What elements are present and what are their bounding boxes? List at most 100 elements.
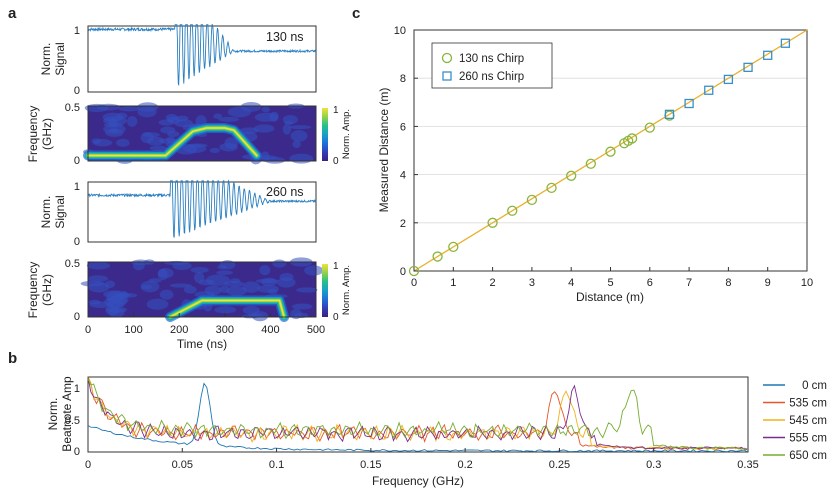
distance-legend-box — [431, 42, 553, 89]
spectrogram-noise — [304, 265, 324, 276]
signal-260-ytick-1: 1 — [74, 181, 80, 193]
distance-ylabel: Measured Distance (m) — [377, 88, 391, 213]
spectrogram-noise — [86, 261, 111, 270]
spectrogram-noise — [290, 308, 302, 320]
time-tick-label: 400 — [261, 324, 279, 336]
distance-markers — [408, 38, 791, 277]
distance-x-tick-label: 2 — [490, 277, 496, 289]
spectrogram-noise — [277, 277, 296, 288]
spectrogram-130-ytick-top: 0.5 — [65, 102, 80, 114]
marker-260ns — [704, 85, 714, 95]
distance-y-tick-label: 2 — [400, 218, 406, 230]
distance-x-tick-label: 4 — [568, 277, 574, 289]
spectrogram-noise — [108, 307, 125, 318]
signal-260-trace — [87, 179, 317, 238]
spectrogram-260-image — [80, 257, 324, 322]
signal-130-label: 130 ns — [266, 30, 304, 44]
distance-x-tick-label: 10 — [801, 277, 813, 289]
beatnote-tick-label: 0 — [85, 459, 91, 471]
spectrogram-noise — [226, 286, 247, 296]
panel-a: 130 ns 1 0 Norm. Signal 0.5 0 Frequency … — [26, 24, 352, 351]
colorbar-260-label: Norm. Amp. — [341, 265, 352, 315]
marker-130ns — [487, 217, 498, 228]
spectrogram-noise — [253, 124, 275, 133]
spectrogram-260-ylabel-1: Frequency — [26, 262, 40, 319]
distance-ticks: 0 1 2 3 4 5 6 7 8 9 10 0 2 4 6 8 10 — [394, 25, 813, 289]
spectrogram-noise — [251, 311, 269, 322]
panel-b: 0 0.05 0.1 0.15 0.2 0.25 0.3 0.35 1 0.5 0 Norm.… — [46, 376, 827, 488]
spectrogram-noise — [214, 306, 237, 314]
distance-x-tick-label: 0 — [411, 277, 417, 289]
spectrogram-noise — [292, 140, 301, 149]
signal-130-plot: 130 ns 1 0 Norm. Signal — [39, 24, 317, 97]
legend-260-label: 260 ns Chirp — [459, 71, 524, 83]
spectrogram-noise — [140, 280, 160, 293]
spectrogram-noise — [218, 116, 240, 122]
spectrogram-noise — [213, 113, 223, 119]
signal-260-ylabel-2: Signal — [53, 195, 67, 228]
spectrogram-noise — [204, 285, 222, 296]
spectrogram-260-ylabel-2: (GHz) — [40, 274, 54, 306]
spectrogram-ridge — [169, 299, 285, 318]
spectrogram-noise — [288, 125, 312, 130]
beatnote-tick-label: 0.35 — [737, 459, 758, 471]
spectrogram-260-plot: 0.5 0 Frequency (GHz) 1 0 Norm. Amp. — [26, 257, 352, 323]
beatnote-tick-label: 0.05 — [172, 459, 193, 471]
beatnote-axes — [87, 376, 749, 453]
beatnote-ytick-05: 0.5 — [65, 415, 80, 427]
signal-130-trace — [87, 24, 317, 86]
spectrogram-noise — [224, 137, 239, 149]
distance-x-tick-label: 9 — [765, 277, 771, 289]
time-axis-label: Time (ns) — [177, 337, 227, 351]
distance-x-tick-label: 7 — [686, 277, 692, 289]
distance-x-tick-label: 1 — [450, 277, 456, 289]
marker-130ns — [526, 194, 538, 206]
panel-label-a: a — [8, 5, 17, 22]
spectrogram-130-plot: 0.5 0 Frequency (GHz) 1 0 Norm. Amp. — [26, 101, 352, 167]
signal-130-ylabel-2: Signal — [53, 42, 67, 75]
distance-x-tick-label: 3 — [529, 277, 535, 289]
distance-y-tick-label: 6 — [400, 121, 406, 133]
legend-130-marker — [441, 52, 453, 64]
spectrogram-noise — [160, 126, 176, 134]
beatnote-line-545cm — [87, 376, 748, 451]
spectrogram-noise — [148, 278, 162, 283]
spectrogram-noise — [166, 136, 176, 144]
spectrogram-noise — [142, 132, 160, 138]
colorbar-130 — [322, 108, 328, 161]
beatnote-line-650cm — [87, 378, 748, 450]
time-axis: 0 100 200 300 400 500 — [85, 313, 325, 336]
beatnote-line-555cm — [87, 376, 748, 450]
beatnote-ylabel-1: Norm. — [46, 398, 60, 431]
spectrogram-noise — [104, 280, 116, 288]
spectrogram-noise — [103, 124, 126, 134]
beatnote-ylabel-2: Beatnote Amp — [60, 376, 74, 452]
spectrogram-noise — [239, 127, 259, 134]
spectrogram-noise — [96, 103, 121, 111]
signal-130-axes — [87, 25, 317, 93]
spectrogram-260-axes — [87, 261, 317, 318]
spectrogram-noise — [137, 102, 159, 112]
marker-130ns — [566, 170, 577, 181]
spectrogram-noise — [126, 115, 138, 127]
beatnote-legend-label: 545 cm — [789, 415, 827, 427]
beatnote-tick-label: 0.2 — [457, 459, 472, 471]
beatnote-tick-label: 0.1 — [269, 459, 284, 471]
spectrogram-noise — [261, 277, 278, 287]
spectrogram-noise — [120, 291, 129, 300]
spectrogram-noise — [172, 261, 192, 271]
spectrogram-noise — [242, 281, 261, 293]
spectrogram-noise — [169, 283, 193, 288]
spectrogram-noise — [116, 112, 128, 119]
marker-260ns — [684, 98, 694, 109]
time-tick-label: 500 — [307, 324, 325, 336]
distance-legend: 130 ns Chirp 260 ns Chirp — [431, 42, 553, 89]
spectrogram-noise — [190, 266, 209, 274]
beatnote-legend: 0 cm 535 cm 545 cm 555 cm 650 cm — [763, 380, 827, 462]
spectrogram-130-image — [82, 101, 316, 165]
beatnote-tick-label: 0.15 — [360, 459, 381, 471]
marker-130ns — [626, 133, 638, 144]
distance-x-tick-label: 8 — [725, 277, 731, 289]
time-tick-label: 100 — [124, 324, 142, 336]
beatnote-xlabel: Frequency (GHz) — [372, 474, 464, 488]
